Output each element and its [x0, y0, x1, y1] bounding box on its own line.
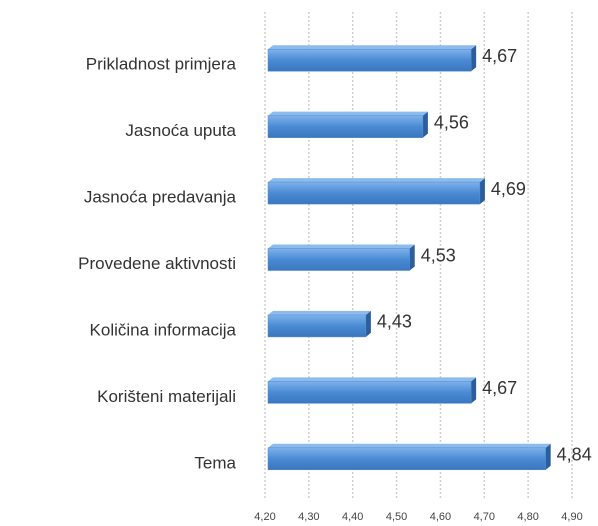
bar [267, 447, 546, 471]
bar-side [409, 244, 415, 271]
bar-side [479, 178, 485, 205]
x-tick-label: 4,40 [342, 511, 363, 523]
value-label: 4,53 [421, 245, 456, 265]
bar-top [268, 111, 428, 116]
y-tick-label: Jasnoća predavanja [84, 188, 237, 207]
bar-side [365, 310, 371, 337]
x-tick-label: 4,20 [254, 511, 275, 523]
bar-side [471, 377, 477, 404]
value-label: 4,84 [557, 445, 592, 465]
x-tick-label: 4,70 [474, 511, 495, 523]
y-tick-label: Količina informacija [90, 320, 237, 339]
bar [267, 181, 481, 205]
bar [267, 381, 472, 404]
value-label: 4,43 [377, 312, 412, 332]
x-tick-label: 4,50 [386, 511, 407, 523]
bar-top [268, 178, 485, 183]
x-tick-label: 4,80 [517, 511, 538, 523]
bar-top [268, 443, 551, 448]
y-tick-label: Tema [194, 453, 236, 472]
bar-side [471, 45, 477, 72]
y-tick-label: Prikladnost primjera [86, 55, 237, 74]
value-label: 4,69 [491, 179, 526, 199]
x-tick-label: 4,90 [561, 511, 582, 523]
bar-top [268, 310, 371, 315]
bar [267, 248, 410, 271]
bar [267, 48, 472, 72]
x-tick-label: 4,60 [430, 511, 451, 523]
bar [267, 115, 424, 138]
value-label: 4,67 [482, 378, 517, 398]
bar [267, 314, 367, 338]
bar-side [545, 443, 551, 470]
y-tick-label: Korišteni materijali [97, 387, 236, 406]
bar-side [422, 111, 428, 138]
bar-top [268, 244, 415, 249]
value-label: 4,56 [434, 112, 469, 132]
value-label: 4,67 [482, 46, 517, 66]
y-tick-label: Jasnoća uputa [125, 121, 236, 140]
bar-top [268, 377, 477, 382]
bar-top [268, 45, 477, 50]
x-tick-label: 4,30 [298, 511, 319, 523]
y-tick-label: Provedene aktivnosti [78, 254, 236, 273]
